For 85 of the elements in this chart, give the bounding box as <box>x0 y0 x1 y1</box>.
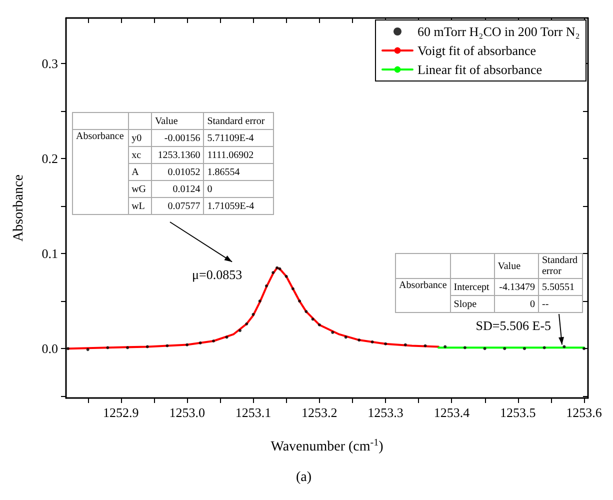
point <box>186 343 189 346</box>
y-tick-label: 0.2 <box>42 151 58 166</box>
annotation: Absorbance <box>396 278 450 312</box>
annotation: 0 <box>204 180 274 198</box>
annotation: 0.07577 <box>152 198 204 214</box>
point <box>444 345 447 348</box>
legend-label: Voigt fit of absorbance <box>417 43 536 58</box>
point <box>404 343 407 346</box>
point <box>522 347 526 350</box>
annotation: wL <box>128 198 152 214</box>
text: (a) <box>296 470 312 486</box>
x-tick-label: 1253.1 <box>235 405 272 420</box>
point <box>272 271 275 274</box>
point <box>238 329 242 332</box>
y-tick-label: 0.0 <box>42 341 58 356</box>
x-tick-label: 1252.9 <box>103 405 139 420</box>
point <box>542 346 546 350</box>
annotation: 1.86554 <box>204 164 274 180</box>
point <box>166 344 169 348</box>
annotation: Absorbance <box>72 130 128 214</box>
annotation: 0 <box>494 296 538 312</box>
annotation: -0.00156 <box>152 130 204 146</box>
legend-label: 60 mTorr H₂CO in 200 Torr N₂ <box>417 24 580 39</box>
point <box>198 341 202 344</box>
x-tick-label: 1253.4 <box>434 405 470 420</box>
point <box>252 312 255 316</box>
annotation: -4.13479 <box>494 278 538 296</box>
annotation: Standard error <box>538 254 582 278</box>
annotation: A <box>128 164 152 180</box>
annotation: 1253.1360 <box>152 146 204 164</box>
x-tick-label: 1253.6 <box>566 405 602 420</box>
point <box>284 274 288 278</box>
annotation: 5.50551 <box>538 278 582 296</box>
y-tick-label: 0.3 <box>42 56 58 72</box>
point <box>278 267 282 270</box>
x-tick-label: 1253.2 <box>302 405 338 420</box>
point <box>106 346 110 350</box>
annotation: SD=5.506 E-5 <box>476 318 552 334</box>
point <box>318 323 321 326</box>
x-tick-label: 1253.5 <box>500 405 536 420</box>
x-tick-label: 1253.0 <box>169 405 205 420</box>
point <box>304 310 308 314</box>
point <box>291 287 294 290</box>
annotation: y0 <box>128 130 152 146</box>
annotation: -- <box>538 296 582 312</box>
point <box>370 340 374 344</box>
annotation: 5.71109E-4 <box>204 130 274 146</box>
y-axis-title: Absorbance <box>12 174 26 242</box>
annotation: Value <box>494 254 538 278</box>
annotation: 0.01052 <box>152 164 204 180</box>
point <box>331 330 334 334</box>
y-tick-label: 0.1 <box>42 246 58 262</box>
point <box>582 347 586 350</box>
annotation: Standard error <box>204 112 274 130</box>
point <box>298 300 302 303</box>
annotation: μ=0.0853 <box>192 266 242 283</box>
point <box>245 322 248 326</box>
annotation: Intercept <box>450 278 494 296</box>
annotation: Value <box>152 112 204 130</box>
point <box>212 340 216 342</box>
point <box>311 318 314 321</box>
x-tick-label: 1253.3 <box>368 405 404 420</box>
point <box>146 345 149 348</box>
point <box>358 338 361 342</box>
point <box>258 300 262 303</box>
point <box>264 284 268 288</box>
annotation: 1111.06902 <box>204 146 274 164</box>
point <box>384 342 388 346</box>
point <box>276 266 279 270</box>
annotation: 1.71059E-4 <box>204 198 274 214</box>
point <box>225 336 228 339</box>
point <box>66 347 70 350</box>
point <box>562 345 566 348</box>
point <box>463 346 466 350</box>
annotation: wG <box>128 180 152 198</box>
point <box>483 347 486 350</box>
legend-label: Linear fit of absorbance <box>417 62 542 77</box>
annotation: xc <box>128 146 152 164</box>
point <box>344 336 348 339</box>
point <box>503 347 506 350</box>
point <box>126 346 130 350</box>
point <box>86 348 90 352</box>
annotation: 0.0124 <box>152 180 204 198</box>
point <box>424 344 427 348</box>
annotation: Slope <box>450 296 494 312</box>
